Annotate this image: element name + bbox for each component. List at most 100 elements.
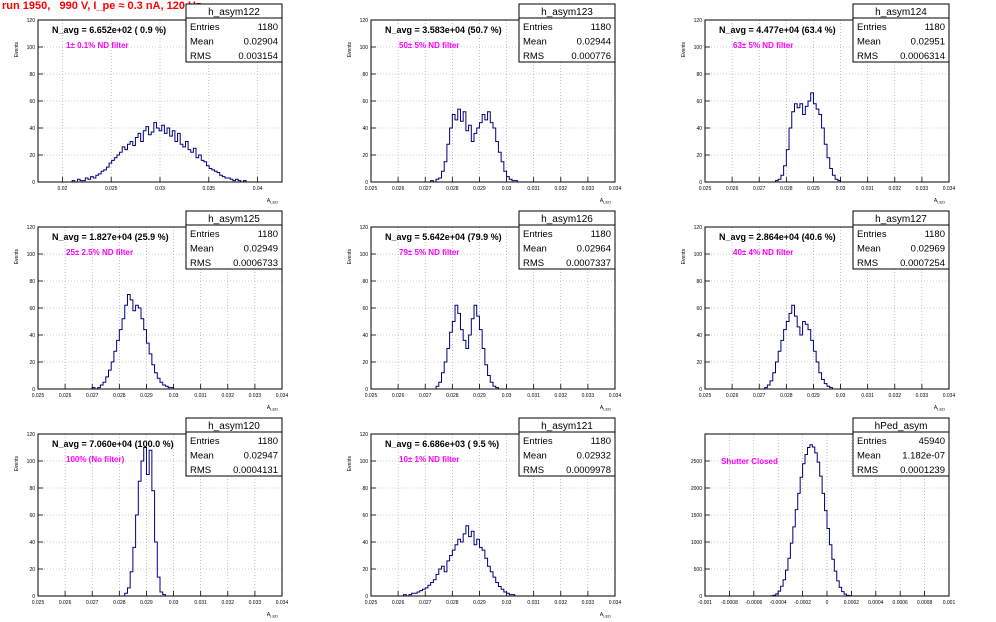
x-tick-label: 0.028 (446, 393, 459, 399)
x-tick-label: 0.033 (582, 393, 595, 399)
x-tick-label: 0.031 (527, 186, 540, 192)
plot-frame (37, 433, 283, 597)
stat-box: h_asym120 Entries 1180 Mean 0.02947 RMS 0.0004… (185, 417, 283, 477)
n-avg-label: N_avg = 6.652e+02 ( 0.9 %) (52, 25, 166, 35)
plot-frame (704, 226, 950, 390)
x-tick-label: 0.032 (222, 600, 235, 606)
stat-label: Mean (190, 37, 214, 48)
y-tick-label: 40 (696, 126, 702, 132)
stat-value: 0.02949 (244, 244, 278, 255)
stat-value: 1180 (591, 22, 611, 33)
y-tick-label: 0 (365, 180, 368, 186)
x-tick-label: 0.031 (527, 393, 540, 399)
x-tick-label: -0.0004 (770, 600, 787, 606)
histogram-panel-h_asym121: 0 20 40 60 80 100 120 0.025 0.026 0.027 0.028 0.029… (347, 417, 621, 619)
x-tick-label: 0.034 (276, 393, 289, 399)
histogram-bars (403, 525, 516, 597)
y-tick-label: 20 (362, 567, 368, 573)
y-tick-label: 0 (699, 180, 702, 186)
y-axis-label: Events (14, 42, 20, 58)
x-tick-label: 0.0006 (893, 600, 909, 606)
x-tick-label: 0.03 (169, 600, 179, 606)
stat-value: 0.003154 (238, 51, 278, 62)
y-tick-label: 40 (29, 333, 35, 339)
x-tick-label: 0.028 (113, 393, 126, 399)
n-avg-label: N_avg = 6.686e+03 ( 9.5 %) (385, 439, 499, 449)
stat-label: RMS (523, 258, 544, 269)
y-tick-label: 100 (360, 45, 369, 51)
stat-value: 0.02969 (911, 244, 945, 255)
y-tick-label: 80 (29, 486, 35, 492)
stat-label: Entries (190, 436, 220, 447)
plot-frame (704, 433, 950, 597)
histogram-panel-h_asym124: 0 20 40 60 80 100 120 0.025 0.026 0.027 0.028 0.029… (681, 3, 956, 205)
x-tick-label: 0.033 (916, 186, 929, 192)
x-tick-label: 0.034 (609, 393, 622, 399)
x-axis-label: ALED (934, 405, 945, 412)
stat-value: 1180 (258, 229, 278, 240)
x-tick-label: 0.025 (699, 186, 712, 192)
x-tick-label: 0.034 (943, 393, 956, 399)
x-tick-label: 0.031 (861, 186, 874, 192)
histogram-panel-h_asym126: 0 20 40 60 80 100 120 0.025 0.026 0.027 0.028 0.029… (347, 210, 622, 412)
stat-value: 1180 (591, 229, 611, 240)
stat-value: 1180 (591, 436, 611, 447)
y-tick-label: 60 (29, 513, 35, 519)
stat-box-frame (518, 210, 616, 270)
y-tick-label: 80 (29, 279, 35, 285)
x-tick-label: 0.032 (889, 393, 902, 399)
n-avg-label: N_avg = 5.642e+04 (79.9 %) (385, 232, 502, 242)
plot-frame (704, 19, 950, 183)
filter-annotation: 25± 2.5% ND filter (66, 248, 133, 257)
filter-annotation: 10± 1% ND filter (399, 455, 459, 464)
y-tick-label: 80 (696, 72, 702, 78)
y-tick-label: 20 (29, 153, 35, 159)
x-tick-label: 0.026 (726, 186, 739, 192)
x-tick-label: 0.029 (140, 600, 153, 606)
y-axis-label: Events (681, 249, 687, 265)
y-tick-label: 2500 (691, 459, 702, 465)
x-tick-label: 0.026 (726, 393, 739, 399)
x-tick-label: 0.034 (943, 186, 956, 192)
histogram-panel-h_asym120: 0 20 40 60 80 100 120 0.025 0.026 0.027 0.028 0.029… (14, 417, 289, 619)
stat-box-frame (852, 210, 950, 270)
y-tick-label: 0 (365, 594, 368, 600)
histogram-panel-h_asym125: 0 20 40 60 80 100 120 0.025 0.026 0.027 0.028 0.029… (14, 210, 289, 412)
x-axis-label: ALED (267, 405, 278, 412)
x-axis-label: ALED (934, 198, 945, 205)
stat-value: 1180 (258, 436, 278, 447)
x-tick-label: 0.033 (916, 393, 929, 399)
x-tick-label: 0.033 (249, 600, 262, 606)
y-axis-label: Events (681, 42, 687, 58)
x-tick-label: 0.027 (419, 186, 432, 192)
stat-label: Mean (190, 244, 214, 255)
stat-value: 1.182e-07 (902, 451, 945, 462)
stat-box: hPed_asym Entries 45940 Mean 1.182e-07 RMS 0.0… (852, 417, 950, 477)
stat-box: h_asym123 Entries 1180 Mean 0.02944 RMS 0.0007… (518, 3, 616, 63)
stat-box: h_asym126 Entries 1180 Mean 0.02964 RMS 0.0007… (518, 210, 616, 270)
y-tick-label: 60 (362, 513, 368, 519)
y-tick-label: 0 (32, 387, 35, 393)
stat-box-title: h_asym120 (208, 421, 260, 432)
filter-annotation: 79± 5% ND filter (399, 248, 459, 257)
x-tick-label: 0.03 (169, 393, 179, 399)
x-tick-label: 0.029 (140, 393, 153, 399)
y-tick-label: 0 (365, 387, 368, 393)
stat-label: Mean (190, 451, 214, 462)
x-tick-label: 0.027 (419, 600, 432, 606)
stat-label: Mean (857, 451, 881, 462)
y-tick-label: 20 (696, 153, 702, 159)
stat-label: RMS (190, 258, 211, 269)
y-tick-label: 100 (694, 45, 703, 51)
y-tick-label: 0 (699, 387, 702, 393)
stat-value: 0.02964 (577, 244, 611, 255)
y-tick-label: 120 (360, 18, 369, 24)
y-tick-label: 20 (696, 360, 702, 366)
stat-box: h_asym124 Entries 1180 Mean 0.02951 RMS 0.0006… (852, 3, 950, 63)
x-tick-label: 0.029 (473, 600, 486, 606)
x-tick-label: 0.001 (943, 600, 956, 606)
x-tick-label: 0.034 (276, 600, 289, 606)
stat-label: Entries (523, 22, 553, 33)
y-tick-label: 100 (27, 252, 36, 258)
